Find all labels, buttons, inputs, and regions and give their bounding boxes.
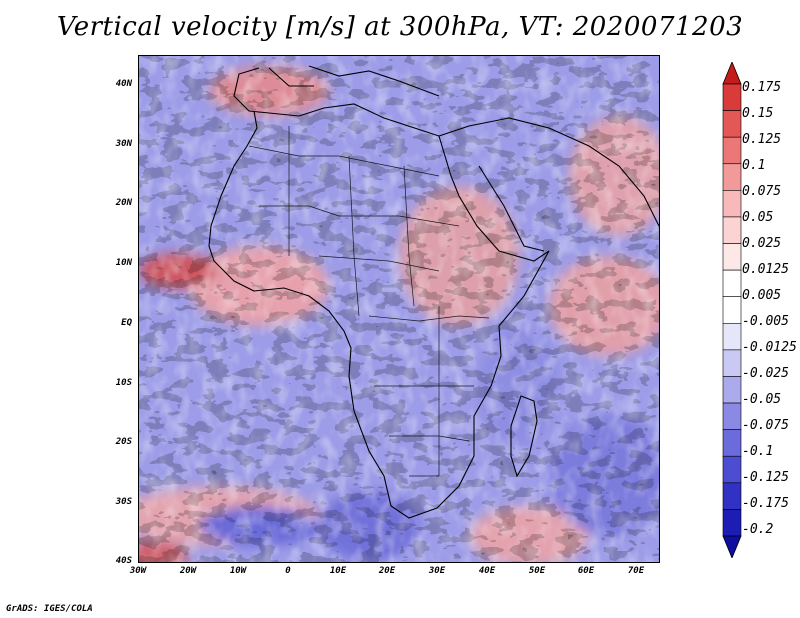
legend-color-cell	[722, 296, 742, 324]
legend-label: 0.075	[742, 184, 782, 199]
legend-color-cell	[722, 216, 742, 244]
legend-color-cell	[722, 322, 742, 351]
legend-label: 0.1	[742, 158, 766, 173]
lon-tick-label: 30W	[129, 566, 147, 576]
legend-color-cell	[722, 402, 742, 430]
legend-label: 0.005	[742, 288, 782, 303]
legend-label: -0.005	[742, 314, 789, 329]
legend-label: -0.175	[742, 496, 789, 511]
lon-tick-label: 70E	[627, 566, 645, 576]
lon-tick-label: 20E	[378, 566, 396, 576]
lat-tick-label: 30N	[115, 139, 132, 149]
legend-label: 0.05	[742, 210, 774, 225]
map-title: Vertical velocity [m/s] at 300hPa, VT: 2…	[56, 12, 744, 42]
legend-label: 0.0125	[742, 262, 789, 277]
lon-tick-label: 0	[285, 566, 291, 576]
lat-tick-label: 40N	[115, 79, 132, 89]
legend-label: -0.2	[742, 522, 774, 537]
lon-tick-label: 30E	[428, 566, 446, 576]
legend-color-cell	[722, 83, 742, 111]
legend-color-cell	[722, 136, 742, 165]
legend-label: 0.175	[742, 80, 782, 95]
legend-label: -0.075	[742, 418, 789, 433]
lat-tick-label: 40S	[115, 556, 132, 566]
legend-color-cell	[722, 509, 742, 537]
lon-tick-label: 50E	[528, 566, 546, 576]
lat-tick-label: 20N	[115, 198, 132, 208]
legend-label: 0.125	[742, 132, 782, 147]
legend-color-cell	[722, 349, 742, 377]
lon-tick-label: 60E	[577, 566, 595, 576]
legend-color-cell	[722, 190, 742, 218]
lat-tick-label: 30S	[115, 497, 132, 507]
legend-color-cell	[722, 429, 742, 457]
software-credit: GrADS: IGES/COLA	[6, 604, 93, 614]
lon-tick-label: 20W	[179, 566, 197, 576]
coastline-outline	[208, 65, 659, 519]
legend-color-cell	[722, 376, 742, 404]
map-plot-area	[138, 55, 660, 563]
legend-color-cell	[722, 482, 742, 510]
legend-color-cell	[722, 269, 742, 298]
lat-tick-label: 10S	[115, 378, 132, 388]
legend-label: -0.1	[742, 444, 774, 459]
color-legend-bar	[722, 62, 742, 558]
lon-tick-label: 40E	[478, 566, 496, 576]
legend-label: -0.05	[742, 392, 782, 407]
legend-label: -0.025	[742, 366, 789, 381]
legend-color-cell	[722, 455, 742, 484]
lon-tick-label: 10W	[229, 566, 247, 576]
legend-color-cell	[722, 110, 742, 138]
lon-tick-label: 10E	[329, 566, 347, 576]
lat-tick-label: 20S	[115, 437, 132, 447]
legend-label: 0.025	[742, 236, 782, 251]
country-borders	[248, 126, 490, 477]
legend-label: 0.15	[742, 106, 774, 121]
lat-tick-label: EQ	[121, 318, 132, 328]
vertical-velocity-field	[139, 56, 659, 562]
legend-label: -0.125	[742, 470, 789, 485]
legend-label: -0.0125	[742, 340, 797, 355]
lat-tick-label: 10N	[115, 258, 132, 268]
legend-cap-max	[722, 62, 742, 85]
legend-color-cell	[722, 243, 742, 271]
legend-color-cell	[722, 163, 742, 191]
legend-cap-min	[722, 535, 742, 558]
